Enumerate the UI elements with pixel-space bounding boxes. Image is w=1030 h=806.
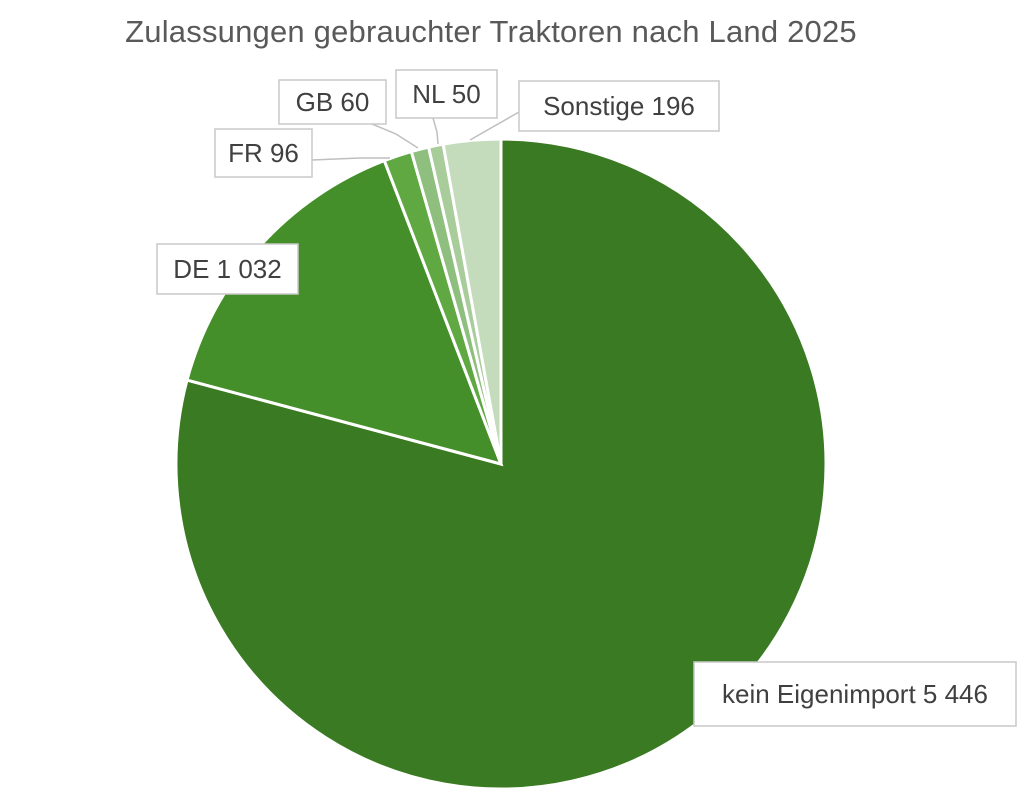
data-label-text: NL 50: [412, 79, 480, 109]
leader-line-fr: [311, 157, 390, 161]
data-label-text: FR 96: [228, 138, 299, 168]
pie-slice-sonstige: [441, 137, 503, 465]
data-label-box: [214, 128, 313, 178]
data-label-box: [693, 661, 1017, 727]
data-label-box: [518, 80, 720, 132]
data-label-gb: GB 60: [278, 79, 387, 125]
data-label-sonstige: Sonstige 196: [518, 80, 720, 132]
data-label-text: DE 1 032: [173, 254, 281, 284]
chart-title: Zulassungen gebrauchter Traktoren nach L…: [125, 14, 857, 49]
data-label-box: [395, 69, 498, 119]
data-labels: kein Eigenimport 5 446 DE 1 032 FR 96 GB 60…: [156, 69, 1017, 727]
data-label-text: GB 60: [296, 87, 370, 117]
leader-line-sonstige: [469, 111, 520, 141]
pie-slices: [174, 137, 828, 791]
data-label-text: kein Eigenimport 5 446: [722, 679, 988, 709]
data-label-text: Sonstige 196: [543, 91, 695, 121]
data-label-box: [278, 79, 387, 125]
data-label-de: DE 1 032: [156, 243, 299, 295]
data-label-box: [156, 243, 299, 295]
leader-line-gb: [371, 123, 419, 149]
leader-line-nl: [432, 117, 439, 145]
data-label-nl: NL 50: [395, 69, 498, 119]
label-leaders: [311, 111, 520, 161]
data-label-kein-eigenimport: kein Eigenimport 5 446: [693, 661, 1017, 727]
data-label-fr: FR 96: [214, 128, 313, 178]
